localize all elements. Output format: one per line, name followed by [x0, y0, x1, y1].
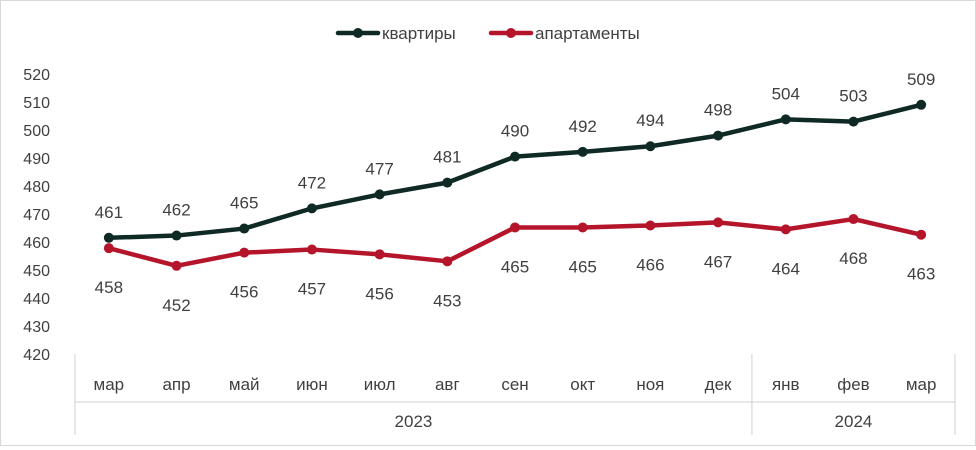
data-label: 477: [365, 159, 393, 178]
x-tick-label: сен: [501, 375, 528, 394]
x-tick-label: янв: [772, 375, 800, 394]
y-tick-label: 460: [23, 235, 50, 252]
series-point-1: [103, 232, 114, 243]
data-label: 465: [501, 257, 529, 276]
y-tick-label: 500: [23, 123, 50, 140]
data-label: 463: [907, 265, 935, 284]
x-tick-label: апр: [162, 375, 190, 394]
series-point-1: [510, 151, 520, 162]
y-tick-label: 450: [23, 263, 50, 280]
x-axis: мар апр май июн июл авг сен окт ноя дек янв фев мар 2…: [74, 354, 956, 435]
series-point-1: [306, 203, 317, 214]
series-point-1: [239, 223, 250, 234]
y-tick-label: 420: [23, 347, 50, 364]
data-label: 503: [839, 87, 867, 106]
series-point-2: [577, 222, 588, 233]
data-label: 456: [230, 283, 258, 302]
x-group-label: 2024: [835, 412, 873, 431]
series-point-1: [171, 230, 182, 241]
series-point-1: [374, 189, 385, 200]
x-tick-label: авг: [435, 375, 460, 394]
series-point-1: [780, 114, 791, 125]
data-label: 509: [907, 70, 935, 89]
data-labels: 461 462 465 472 477 481 490 492 494 498 504 503 509 4…: [95, 70, 936, 315]
x-tick-label: ноя: [636, 375, 664, 394]
y-tick-label: 430: [23, 319, 50, 336]
series-point-2: [239, 247, 250, 258]
data-label: 457: [298, 280, 326, 299]
data-label: 481: [433, 148, 461, 167]
y-tick-label: 490: [23, 151, 50, 168]
series-point-2: [916, 229, 927, 240]
x-group-label: 2023: [395, 412, 433, 431]
legend-marker-2: [506, 28, 516, 38]
data-label: 465: [569, 257, 597, 276]
series-point-2: [780, 224, 791, 235]
data-label: 467: [704, 252, 732, 271]
data-label: 492: [569, 117, 597, 136]
x-tick-label: июл: [364, 375, 396, 394]
x-tick-label: окт: [570, 375, 595, 394]
x-tick-label: мар: [94, 375, 125, 394]
x-tick-label: июн: [296, 375, 328, 394]
x-tick-label: май: [229, 375, 260, 394]
legend-label-1: квартиры: [382, 24, 456, 43]
series-point-1: [577, 146, 588, 157]
x-tick-label: дек: [705, 375, 732, 394]
legend: квартиры апартаменты: [335, 24, 640, 43]
series-point-2: [510, 222, 520, 233]
data-label: 452: [162, 296, 190, 315]
y-tick-label: 520: [23, 67, 50, 84]
data-label: 458: [95, 278, 123, 297]
data-label: 461: [95, 203, 123, 222]
legend-marker-1: [353, 28, 363, 38]
series-point-2: [848, 214, 859, 225]
y-tick-label: 470: [23, 207, 50, 224]
series-point-1: [713, 130, 724, 141]
data-label: 456: [365, 284, 393, 303]
data-label: 494: [636, 111, 664, 130]
y-axis: 420 430 440 450 460 470 480 490 500 510 520: [23, 67, 50, 364]
series-point-1: [442, 177, 453, 188]
y-tick-label: 510: [23, 95, 50, 112]
data-label: 468: [839, 249, 867, 268]
data-label: 490: [501, 122, 529, 141]
y-tick-label: 480: [23, 179, 50, 196]
series-point-2: [306, 244, 317, 255]
data-label: 462: [162, 201, 190, 220]
data-label: 453: [433, 291, 461, 310]
data-label: 472: [298, 173, 326, 192]
series-point-2: [442, 256, 453, 267]
data-label: 504: [772, 84, 800, 103]
y-tick-label: 440: [23, 291, 50, 308]
series-point-1: [916, 99, 927, 110]
series-point-2: [103, 243, 114, 254]
data-label: 466: [636, 255, 664, 274]
legend-label-2: апартаменты: [535, 24, 640, 43]
data-label: 465: [230, 194, 258, 213]
data-label: 498: [704, 101, 732, 120]
series-point-2: [171, 260, 182, 271]
series-point-1: [848, 116, 859, 127]
series-point-2: [713, 217, 724, 228]
series-layer: [103, 99, 927, 271]
series-point-1: [645, 141, 656, 152]
x-tick-label: мар: [906, 375, 937, 394]
x-tick-label: фев: [837, 375, 869, 394]
series-point-2: [645, 220, 656, 231]
series-point-2: [374, 249, 385, 260]
data-label: 464: [772, 259, 800, 278]
